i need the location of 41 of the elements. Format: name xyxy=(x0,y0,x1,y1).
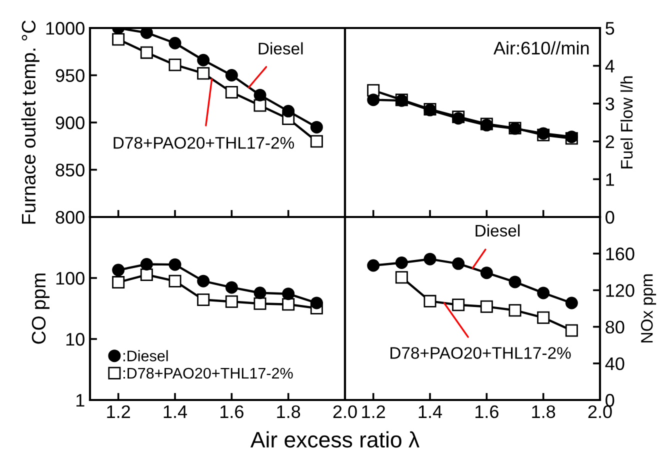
x-tick-label: 1.4 xyxy=(164,406,188,418)
y-tick-label: 0 xyxy=(606,394,614,407)
x-tick-label: 1.2 xyxy=(362,405,385,418)
y-tick-label: 1 xyxy=(76,394,84,407)
y-axis-title: CO ppm xyxy=(32,274,50,344)
annotation: D78+PAO20+THL17-2% xyxy=(114,136,294,149)
y-tick-label: 1000 xyxy=(46,22,84,35)
y-tick-label: 160 xyxy=(606,248,634,260)
x-axis-title: Air excess ratio λ xyxy=(250,431,420,448)
y-axis-title: Furnace outlet temp. °C xyxy=(21,20,40,224)
annotation: Diesel xyxy=(258,42,303,55)
x-tick-label: 1.8 xyxy=(532,405,556,418)
y-tick-label: 1 xyxy=(606,173,614,186)
y-tick-label: 80 xyxy=(606,320,624,334)
y-tick-label: 0 xyxy=(606,210,614,224)
y-tick-label: 2 xyxy=(606,135,614,148)
x-tick-label: 1.4 xyxy=(418,406,442,418)
y-tick-label: 40 xyxy=(605,357,624,370)
y-tick-label: 10 xyxy=(66,332,84,346)
y-tick-label: 4 xyxy=(605,60,614,72)
y-tick-label: 120 xyxy=(606,284,634,297)
x-tick-label: 2.0 xyxy=(588,405,612,418)
y-tick-label: 5 xyxy=(606,22,614,35)
x-tick-label: 1.6 xyxy=(220,405,244,418)
y-tick-label: 3 xyxy=(606,98,614,110)
y-tick-label: 100 xyxy=(56,272,84,285)
x-tick-label: 2.0 xyxy=(333,405,357,418)
y-axis-title: Fuel Flow l/h xyxy=(620,76,633,168)
y-tick-label: 800 xyxy=(56,210,84,224)
y-tick-label: 850 xyxy=(56,164,84,176)
x-tick-label: 1.8 xyxy=(277,405,300,418)
legend-label: :Diesel xyxy=(123,350,168,362)
y-axis-title: NOx ppm xyxy=(640,274,656,342)
y-tick-label: 900 xyxy=(56,116,84,130)
y-tick-label: 950 xyxy=(56,69,84,82)
annotation: Air:610//min xyxy=(494,41,589,54)
annotation: Diesel xyxy=(476,224,520,237)
annotation: D78+PAO20+THL17-2% xyxy=(390,347,571,359)
x-tick-label: 1.6 xyxy=(475,405,498,418)
legend-label: :D78+PAO20+THL17-2% xyxy=(123,368,293,379)
x-tick-label: 1.2 xyxy=(107,405,130,418)
